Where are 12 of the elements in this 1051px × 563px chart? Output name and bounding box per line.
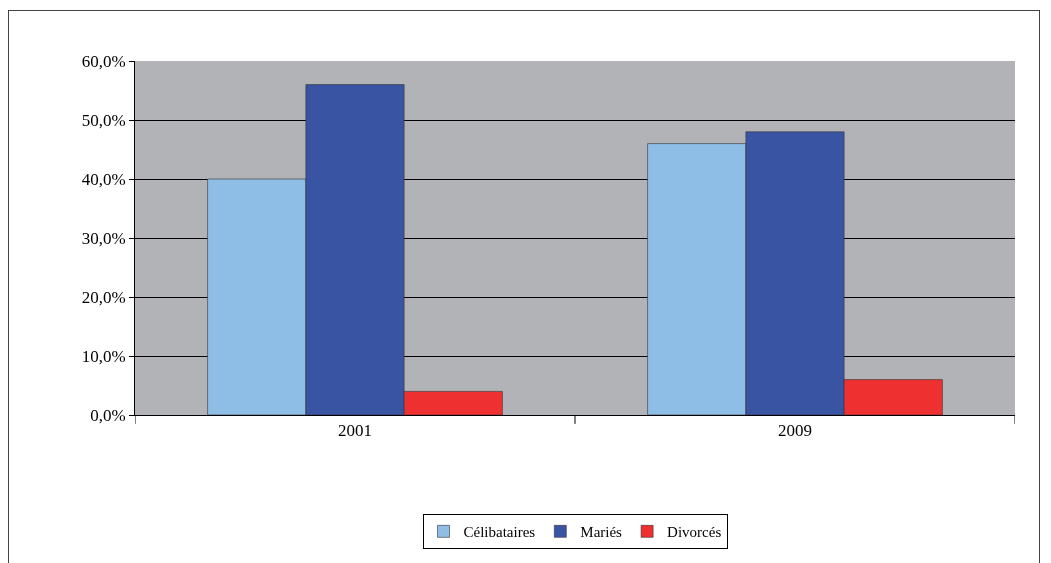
x-tick-label: 2001: [338, 421, 372, 441]
y-tick-label: 0,0%: [90, 405, 126, 425]
y-tick-label: 60,0%: [81, 51, 126, 71]
legend-label: Mariés: [580, 524, 623, 541]
y-tick-label: 50,0%: [81, 110, 126, 130]
y-tick-label: 40,0%: [81, 169, 126, 189]
y-tick-label: 30,0%: [81, 228, 126, 248]
legend-label: Célibataires: [463, 524, 536, 541]
y-tick-label: 10,0%: [81, 346, 126, 366]
x-tick-label: 2009: [778, 421, 812, 441]
y-tick-label: 20,0%: [81, 287, 126, 307]
legend-label: Divorcés: [667, 524, 722, 541]
